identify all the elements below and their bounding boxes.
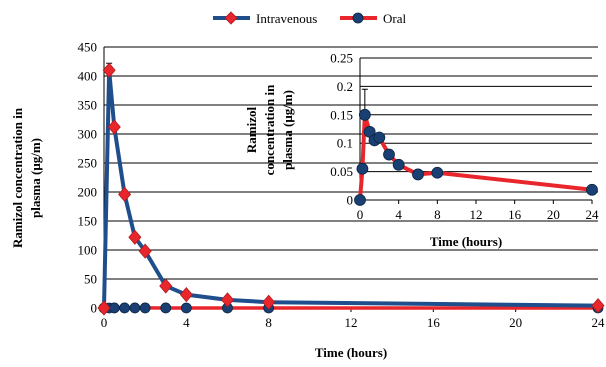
main-x-tick-labels: 0 4 8 12 16 20 24	[101, 308, 605, 330]
main-oral-point	[109, 303, 119, 313]
inset-y-tick-labels: 0 0.05 0.1 0.15 0.2 0.25	[330, 51, 353, 208]
main-y-tick-labels: 0 50 100 150 200 250 300 350 400 450	[78, 40, 98, 316]
main-x-tick-label: 16	[427, 315, 441, 330]
main-intravenous-point	[108, 120, 120, 134]
main-oral-point	[140, 303, 150, 313]
main-oral-point	[161, 303, 171, 313]
main-y-tick-label: 50	[84, 272, 97, 287]
inset-y-tick-label: 0.2	[337, 79, 353, 94]
main-y-tick-label: 150	[78, 214, 98, 229]
inset-y-axis-title-line1: Ramizol	[244, 107, 259, 154]
inset-y-tick-label: 0.15	[330, 107, 353, 122]
main-series-intravenous	[98, 63, 604, 315]
main-y-tick-label: 450	[78, 40, 98, 55]
legend: Intravenous Oral	[213, 11, 406, 26]
main-y-axis-title-line1: Ramizol concentration in	[10, 107, 25, 248]
main-y-tick-label: 300	[78, 127, 98, 142]
main-x-tick-label: 12	[345, 315, 358, 330]
main-x-tick-label: 0	[101, 315, 108, 330]
inset-x-tick-label: 16	[508, 207, 522, 222]
main-y-tick-label: 0	[91, 301, 98, 316]
inset-x-axis-title: Time (hours)	[430, 234, 502, 249]
main-y-tick-label: 100	[78, 243, 98, 258]
main-y-tick-label: 200	[78, 185, 98, 200]
main-x-tick-label: 24	[592, 315, 606, 330]
main-oral-point	[181, 303, 191, 313]
main-intravenous-point	[180, 288, 192, 302]
main-oral-point	[130, 303, 140, 313]
main-oral-point	[120, 303, 130, 313]
inset-x-tick-label: 8	[434, 207, 441, 222]
inset-x-tick-label: 0	[357, 207, 364, 222]
main-intravenous-point	[103, 63, 115, 77]
main-x-axis-title: Time (hours)	[315, 345, 387, 360]
main-y-tick-label: 250	[78, 156, 98, 171]
inset-y-tick-label: 0.05	[330, 164, 353, 179]
legend-intravenous-label: Intravenous	[256, 11, 317, 26]
inset-y-axis-title-line2: concentration in	[262, 84, 277, 175]
main-x-tick-label: 8	[265, 315, 272, 330]
inset-x-tick-labels: 0 4 8 12 16 20 24	[357, 200, 599, 222]
inset-y-tick-label: 0.25	[330, 51, 353, 66]
inset-x-tick-label: 12	[470, 207, 483, 222]
main-x-tick-label: 20	[509, 315, 522, 330]
inset-oral-point	[413, 169, 424, 180]
legend-item-intravenous: Intravenous	[213, 11, 317, 26]
legend-item-oral: Oral	[340, 11, 406, 26]
main-intravenous-line	[104, 70, 598, 308]
inset-oral-point	[374, 132, 385, 143]
main-x-tick-label: 4	[183, 315, 190, 330]
main-intravenous-point	[119, 187, 131, 201]
main-y-axis-title-line2: plasma (μg/m)	[28, 138, 43, 218]
inset-oral-point	[432, 167, 443, 178]
inset-oral-point	[355, 195, 366, 206]
inset-y-tick-label: 0.1	[337, 136, 353, 151]
inset-y-axis-title-line3: plasma (μg/m)	[280, 90, 295, 170]
main-y-tick-label: 400	[78, 69, 98, 84]
inset-oral-point	[393, 159, 404, 170]
legend-oral-label: Oral	[383, 11, 406, 26]
inset-x-tick-label: 4	[395, 207, 402, 222]
inset-x-tick-label: 20	[547, 207, 560, 222]
main-y-tick-label: 350	[78, 98, 98, 113]
inset-x-tick-label: 24	[586, 207, 600, 222]
inset-oral-line	[360, 115, 592, 200]
inset-series-oral	[355, 89, 598, 205]
inset-oral-point	[384, 149, 395, 160]
inset-oral-point	[587, 184, 598, 195]
inset-oral-point	[357, 163, 368, 174]
legend-oral-marker	[353, 13, 363, 23]
inset-oral-point	[359, 109, 370, 120]
inset-y-tick-label: 0	[347, 193, 354, 208]
legend-intravenous-marker	[225, 12, 237, 24]
